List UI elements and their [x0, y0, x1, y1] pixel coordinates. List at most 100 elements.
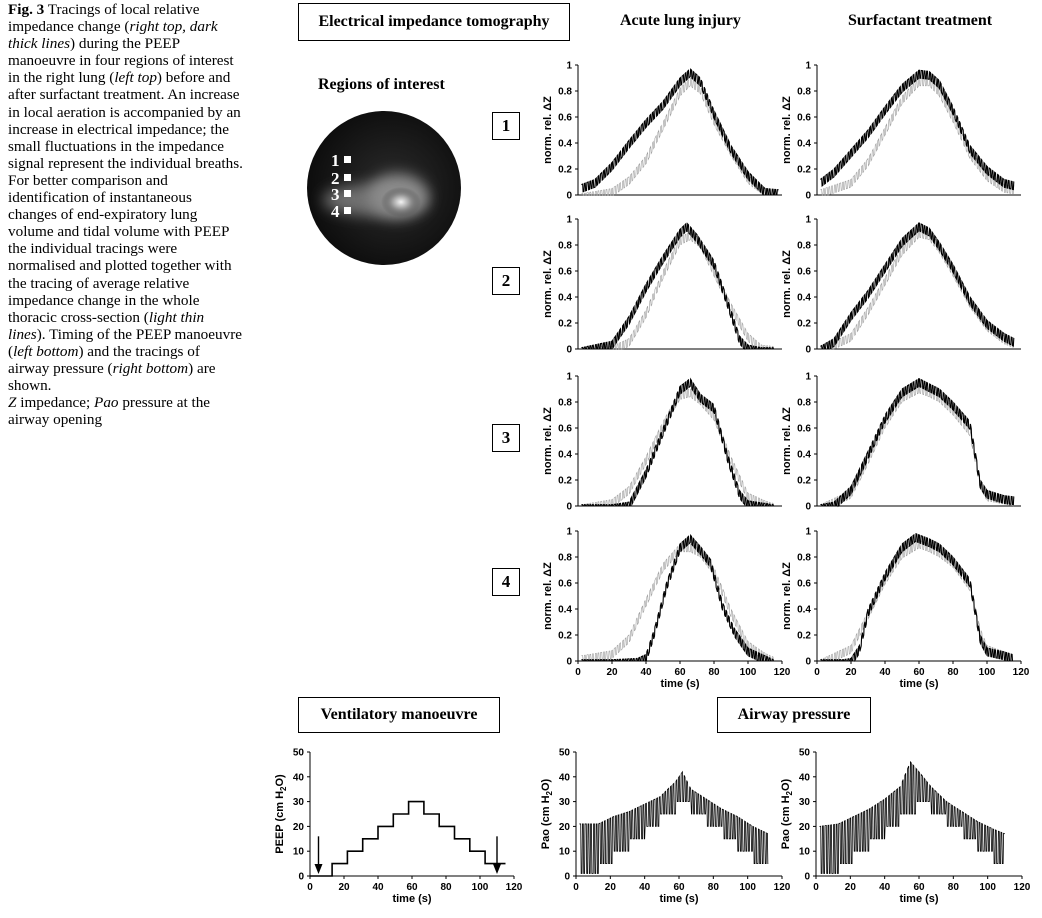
x-tick-label: 60: [406, 882, 418, 893]
y-tick-label: 30: [559, 797, 571, 808]
airway-pressure-panel: 0 10 20 30 40 50 0 20 40 60 80 100 120 time (s) Pao (c…: [780, 748, 1031, 906]
x-tick-label: 120: [1013, 667, 1030, 678]
caption-text-1: Tracings of local relative impedance cha…: [8, 1, 200, 36]
y-tick-label: 0.2: [797, 631, 811, 642]
roi-label: 2: [331, 169, 340, 188]
x-tick-label: 40: [879, 882, 891, 893]
timing-arrow-head: [493, 864, 501, 874]
x-tick-label: 120: [774, 667, 791, 678]
figure-caption: Fig. 3 Tracings of local relative impeda…: [8, 1, 244, 428]
x-tick-label: 100: [979, 882, 996, 893]
roi-image: 1 2 3 4: [307, 111, 461, 265]
roi-trace: [581, 68, 779, 196]
y-tick-label: 30: [293, 797, 305, 808]
y-tick-label: 0.6: [797, 113, 811, 124]
y-tick-label: 30: [799, 797, 811, 808]
y-tick-label: 1: [805, 61, 811, 72]
x-tick-label: 20: [845, 667, 857, 678]
caption-em-5: right bottom: [112, 359, 189, 377]
y-tick-label: 0.2: [797, 165, 811, 176]
roi-trace: [820, 377, 1015, 508]
caption-em-3: light thin lines: [8, 308, 205, 343]
peep-step-line: [310, 800, 506, 877]
eit-header-box: Electrical impedance tomography: [298, 3, 570, 41]
caption-em-1: right top, dark thick lines: [8, 18, 218, 53]
roi-label: 3: [331, 185, 340, 204]
y-tick-label: 0.6: [558, 579, 572, 590]
y-tick-label: 50: [799, 748, 811, 759]
roi-trace: [581, 377, 775, 507]
x-axis-label: time (s): [660, 678, 699, 690]
x-tick-label: 60: [913, 667, 925, 678]
y-tick-label: 0: [566, 191, 572, 202]
x-tick-label: 0: [813, 882, 819, 893]
x-tick-label: 0: [575, 667, 581, 678]
ventilatory-manoeuvre-header-box: Ventilatory manoeuvre: [298, 697, 500, 733]
y-tick-label: 0.8: [558, 553, 572, 564]
caption-text-8: pressure at the airway opening: [8, 394, 211, 429]
x-axis-label: time (s): [659, 893, 698, 905]
x-tick-label: 60: [913, 882, 925, 893]
whole-thorax-trace: [581, 231, 774, 350]
y-tick-label: 1: [805, 372, 811, 383]
x-tick-label: 40: [879, 667, 891, 678]
x-tick-label: 20: [606, 667, 618, 678]
roi-trace: [581, 222, 775, 350]
y-axis-label: norm. rel. ΔZ: [542, 96, 554, 164]
caption-em-2: left top: [114, 69, 157, 87]
y-tick-label: 1: [805, 215, 811, 226]
pao-trace: [819, 760, 1005, 874]
y-tick-label: 0.4: [558, 293, 572, 304]
impedance-panel: 0 0.2 0.4 0.6 0.8 1 norm. rel. ΔZ: [542, 215, 782, 356]
impedance-panel: 0 0.2 0.4 0.6 0.8 1 0 20 40 60 80 100 120 time (s) nor…: [781, 527, 1030, 691]
caption-text-2: ) during the PEEP manoeuvre in four regi…: [8, 35, 234, 87]
whole-thorax-trace: [581, 543, 774, 662]
y-tick-label: 0.8: [797, 87, 811, 98]
roi-trace: [820, 532, 1014, 663]
y-tick-label: 0: [805, 502, 811, 513]
y-tick-label: 0.4: [558, 605, 572, 616]
caption-text-7: impedance;: [16, 394, 95, 412]
y-tick-label: 40: [293, 772, 305, 783]
x-tick-label: 40: [640, 667, 652, 678]
y-axis-label: norm. rel. ΔZ: [781, 407, 793, 475]
y-tick-label: 10: [799, 847, 811, 858]
surfactant-treatment-header: Surfactant treatment: [848, 12, 993, 29]
y-tick-label: 0.8: [797, 398, 811, 409]
y-tick-label: 0.4: [797, 450, 811, 461]
y-tick-label: 0: [566, 502, 572, 513]
y-tick-label: 1: [805, 527, 811, 538]
y-tick-label: 0.4: [797, 139, 811, 150]
y-tick-label: 10: [293, 847, 305, 858]
roi-marker: [344, 207, 351, 214]
y-tick-label: 0.8: [797, 241, 811, 252]
y-tick-label: 0: [566, 345, 572, 356]
x-tick-label: 0: [307, 882, 313, 893]
x-tick-label: 40: [639, 882, 651, 893]
caption-em-7: Pao: [94, 394, 119, 412]
y-tick-label: 0: [564, 872, 570, 883]
x-tick-label: 80: [948, 882, 960, 893]
x-tick-label: 20: [338, 882, 350, 893]
peep-panel: 0 10 20 30 40 50 0 20 40 60 80 100 120 time (s) PEEP (…: [274, 748, 523, 906]
y-axis-label: norm. rel. ΔZ: [781, 562, 793, 630]
y-tick-label: 0.2: [797, 319, 811, 330]
y-tick-label: 0: [566, 657, 572, 668]
row-number-box: 3: [492, 424, 520, 452]
y-tick-label: 0.6: [558, 267, 572, 278]
x-axis-label: time (s): [899, 678, 938, 690]
pao-trace: [579, 770, 769, 874]
timing-arrow-head: [314, 864, 323, 874]
y-axis-label: PEEP (cm H2O): [274, 774, 288, 854]
y-tick-label: 0: [805, 657, 811, 668]
x-tick-label: 120: [774, 882, 791, 893]
roi-label: 4: [331, 202, 340, 221]
y-tick-label: 40: [559, 772, 571, 783]
y-tick-label: 0.6: [558, 113, 572, 124]
x-tick-label: 0: [814, 667, 820, 678]
caption-text-6: ) are shown.: [8, 359, 216, 395]
x-tick-label: 120: [1014, 882, 1031, 893]
x-tick-label: 80: [440, 882, 452, 893]
x-tick-label: 60: [674, 667, 686, 678]
